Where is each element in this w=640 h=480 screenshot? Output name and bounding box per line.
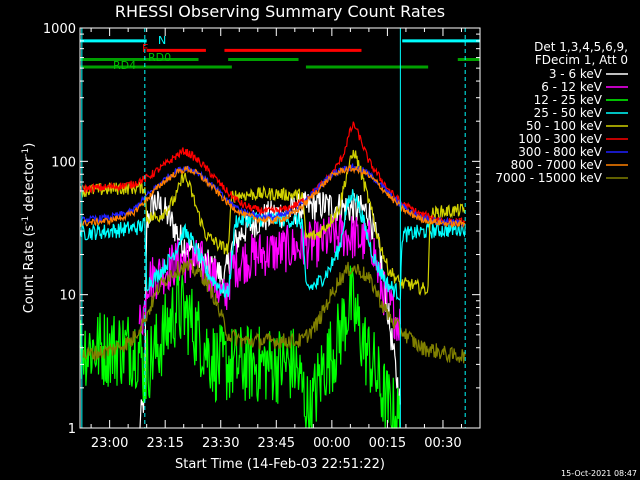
y-tick-label: 1 xyxy=(68,422,76,437)
x-tick-label: 00:00 xyxy=(313,436,350,451)
y-axis-label-part: Count Rate (s xyxy=(22,225,37,314)
y-axis-label: Count Rate (s-1 detector-1) xyxy=(21,143,37,314)
flag-label-rd4: RD4 xyxy=(113,59,136,72)
y-axis-label-part: detector xyxy=(22,156,37,216)
legend-entry-label: 6 - 12 keV xyxy=(541,80,603,94)
legend-entry-label: 800 - 7000 keV xyxy=(511,158,603,172)
legend-entry-label: 50 - 100 keV xyxy=(526,119,603,133)
x-tick-label: 23:30 xyxy=(202,436,239,451)
x-tick-label: 00:15 xyxy=(369,436,406,451)
series-line xyxy=(138,213,401,341)
series-line xyxy=(79,149,466,296)
x-tick-label: 00:30 xyxy=(424,436,461,451)
series-line xyxy=(79,189,466,301)
axis-ticks: 23:00 23:15 23:30 23:45 00:00 00:15 00:30 1 10 10… xyxy=(43,22,481,451)
y-tick-label: 100 xyxy=(51,155,76,170)
series-line xyxy=(79,162,466,227)
y-tick-label: 10 xyxy=(59,289,76,304)
series-layer xyxy=(79,121,466,429)
legend-header-line-2: FDecim 1, Att 0 xyxy=(535,53,628,67)
x-axis-label: Start Time (14-Feb-03 22:51:22) xyxy=(175,457,385,472)
timestamp: 15-Oct-2021 08:47 xyxy=(561,469,637,478)
legend-entry-label: 12 - 25 keV xyxy=(534,93,603,107)
vline-layer xyxy=(81,28,466,428)
series-line xyxy=(79,258,466,364)
x-tick-label: 23:45 xyxy=(258,436,295,451)
series-line xyxy=(79,265,401,429)
y-tick-label: 1000 xyxy=(43,22,76,37)
flag-label-n: N xyxy=(158,34,166,47)
flag-label-f: F xyxy=(142,42,148,55)
y-axis-label-exponent: -1 xyxy=(21,216,31,225)
y-axis-label-exponent: -1 xyxy=(21,148,31,157)
legend-entry-label: 7000 - 15000 keV xyxy=(495,171,602,185)
legend-entry-label: 25 - 50 keV xyxy=(534,106,603,120)
chart-title: RHESSI Observing Summary Count Rates xyxy=(115,2,445,21)
legend-header-line-1: Det 1,3,4,5,6,9, xyxy=(534,40,628,54)
legend-entry-label: 300 - 800 keV xyxy=(518,145,602,159)
flags-layer xyxy=(80,39,480,69)
plot-frame xyxy=(79,27,481,429)
series-line xyxy=(79,164,466,228)
flag-label-rd0: RD0 xyxy=(148,51,171,64)
legend-entry-label: 3 - 6 keV xyxy=(549,67,603,81)
y-axis-label-part: ) xyxy=(22,143,37,148)
legend-entry-label: 100 - 300 keV xyxy=(518,132,602,146)
x-tick-label: 23:15 xyxy=(146,436,183,451)
x-tick-label: 23:00 xyxy=(91,436,128,451)
